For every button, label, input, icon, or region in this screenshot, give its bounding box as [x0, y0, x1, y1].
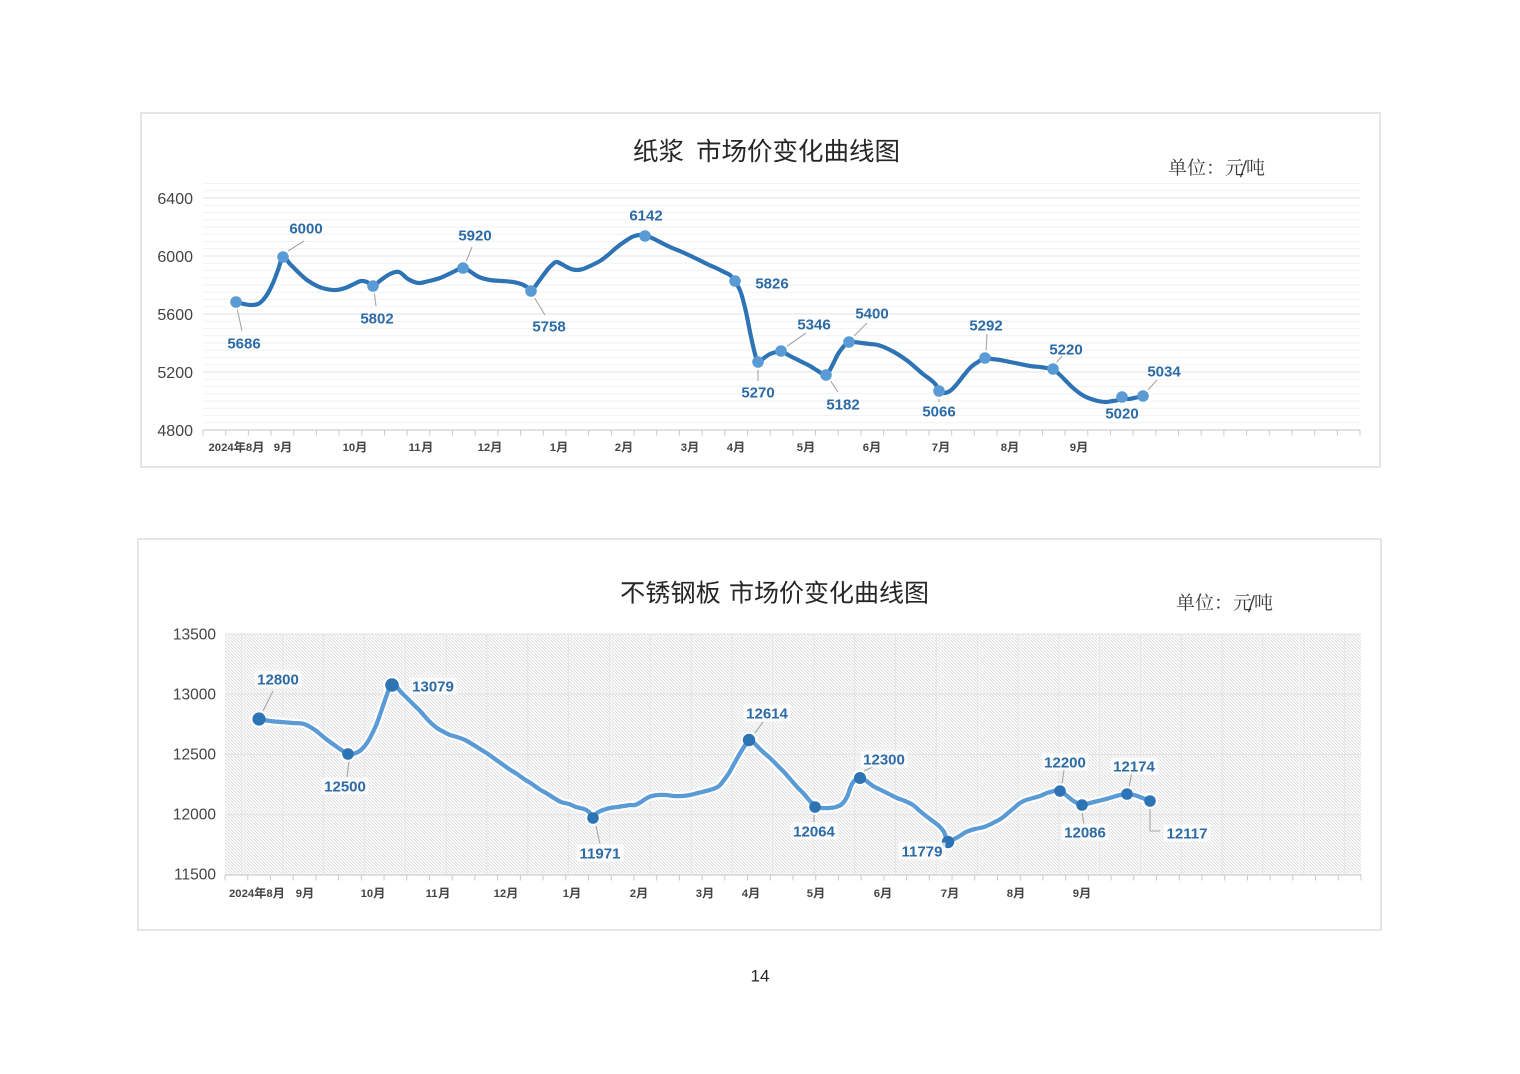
svg-text:11971: 11971	[580, 845, 621, 862]
svg-text:1: 1	[550, 442, 556, 454]
svg-text:3: 3	[681, 442, 687, 454]
svg-text:9: 9	[1070, 442, 1076, 454]
svg-text:8: 8	[266, 888, 272, 900]
svg-text:10: 10	[361, 888, 374, 900]
svg-text:5758: 5758	[532, 318, 565, 335]
svg-text:5270: 5270	[741, 384, 774, 401]
svg-text:6000: 6000	[157, 249, 193, 266]
svg-text:7: 7	[932, 442, 938, 454]
svg-text:12174: 12174	[1113, 758, 1155, 775]
svg-text:6000: 6000	[289, 220, 322, 237]
svg-text:14: 14	[751, 966, 770, 985]
svg-text:12300: 12300	[863, 751, 905, 768]
svg-text:4: 4	[727, 442, 734, 454]
svg-text:4: 4	[742, 888, 749, 900]
svg-text:6142: 6142	[629, 207, 662, 224]
svg-text:9: 9	[296, 888, 302, 900]
svg-text:5: 5	[797, 442, 803, 454]
svg-text:2: 2	[630, 888, 636, 900]
svg-text:12200: 12200	[1044, 754, 1086, 771]
svg-text:12086: 12086	[1064, 824, 1106, 841]
svg-text:12500: 12500	[173, 747, 216, 764]
svg-text:3: 3	[696, 888, 702, 900]
svg-text:13079: 13079	[412, 678, 454, 695]
svg-text:5292: 5292	[969, 317, 1002, 334]
svg-text:7: 7	[941, 888, 947, 900]
svg-text:8: 8	[1007, 888, 1013, 900]
svg-text:5826: 5826	[755, 275, 788, 292]
svg-text:5034: 5034	[1147, 363, 1181, 380]
svg-text:12500: 12500	[324, 778, 366, 795]
svg-text:12064: 12064	[793, 823, 835, 840]
svg-text:13500: 13500	[173, 627, 216, 644]
svg-text:12614: 12614	[746, 705, 788, 722]
svg-text:2024: 2024	[229, 888, 255, 900]
svg-text:5066: 5066	[922, 403, 955, 420]
svg-text:5200: 5200	[157, 365, 193, 382]
svg-text:6400: 6400	[157, 191, 193, 208]
svg-text:12000: 12000	[173, 807, 216, 824]
svg-text:5600: 5600	[157, 307, 193, 324]
svg-text:12: 12	[478, 442, 491, 454]
svg-text:5920: 5920	[458, 227, 491, 244]
svg-text:12: 12	[494, 888, 507, 900]
svg-text:5400: 5400	[855, 305, 888, 322]
svg-text:12117: 12117	[1167, 825, 1208, 842]
svg-text:11: 11	[426, 888, 438, 900]
svg-text:1: 1	[563, 888, 569, 900]
svg-text:2024: 2024	[209, 442, 235, 454]
svg-text:4800: 4800	[157, 423, 193, 440]
svg-text:5182: 5182	[826, 396, 859, 413]
svg-text:8: 8	[246, 442, 252, 454]
svg-text:5020: 5020	[1105, 405, 1138, 422]
svg-text:13000: 13000	[173, 687, 216, 704]
svg-text:5220: 5220	[1049, 341, 1082, 358]
svg-text:9: 9	[1073, 888, 1079, 900]
svg-text:5686: 5686	[227, 335, 260, 352]
svg-text:5: 5	[807, 888, 813, 900]
svg-text:8: 8	[1001, 442, 1007, 454]
svg-text:11: 11	[409, 442, 421, 454]
svg-text:5802: 5802	[360, 310, 393, 327]
svg-text:5346: 5346	[797, 316, 830, 333]
svg-text:6: 6	[863, 442, 869, 454]
svg-text:12800: 12800	[257, 671, 299, 688]
svg-text:6: 6	[874, 888, 880, 900]
svg-text:11500: 11500	[174, 867, 216, 884]
svg-text:11779: 11779	[902, 843, 943, 860]
svg-text:2: 2	[615, 442, 621, 454]
svg-text:10: 10	[343, 442, 356, 454]
svg-text:9: 9	[274, 442, 280, 454]
